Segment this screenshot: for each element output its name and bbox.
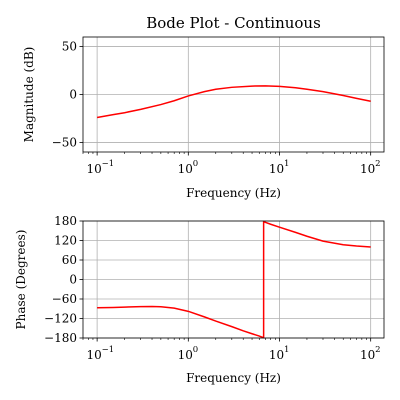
x-tick-label: 10 [269, 348, 284, 362]
y-axis-label: Magnitude (dB) [22, 47, 36, 143]
y-tick-label: 120 [54, 234, 77, 248]
plot-frame [82, 220, 385, 339]
y-tick-label: −180 [44, 331, 77, 345]
y-tick-label: 60 [62, 253, 77, 267]
x-tick-label-exponent: 2 [375, 159, 380, 169]
phase-line [97, 220, 371, 339]
y-tick-label: −50 [52, 135, 77, 149]
y-tick-label: 0 [69, 88, 77, 102]
x-tick-label-exponent: 0 [193, 345, 198, 355]
plot-frame [82, 36, 385, 153]
y-tick-label: −60 [52, 292, 77, 306]
y-tick-label: 0 [69, 273, 77, 287]
magnitude-line [96, 85, 371, 119]
x-tick-label: 10 [178, 162, 193, 176]
x-tick-label: 10 [360, 162, 375, 176]
x-tick-label: 10 [360, 348, 375, 362]
x-tick-label-exponent: 2 [375, 345, 380, 355]
x-tick-label-exponent: −1 [102, 345, 115, 355]
x-tick-label-exponent: −1 [102, 159, 115, 169]
x-tick-label: 10 [269, 162, 284, 176]
x-tick-label-exponent: 1 [284, 159, 289, 169]
x-tick-label-exponent: 1 [284, 345, 289, 355]
x-axis-label: Frequency (Hz) [186, 186, 281, 200]
x-tick-label: 10 [86, 162, 101, 176]
x-tick-label: 10 [178, 348, 193, 362]
x-axis-label: Frequency (Hz) [186, 371, 281, 385]
y-tick-label: 180 [54, 214, 77, 228]
y-tick-label: −120 [44, 312, 77, 326]
x-tick-label: 10 [86, 348, 101, 362]
x-tick-label-exponent: 0 [193, 159, 198, 169]
y-axis-label: Phase (Degrees) [14, 230, 28, 330]
y-tick-label: 50 [62, 40, 77, 54]
chart-title: Bode Plot - Continuous [146, 14, 321, 32]
